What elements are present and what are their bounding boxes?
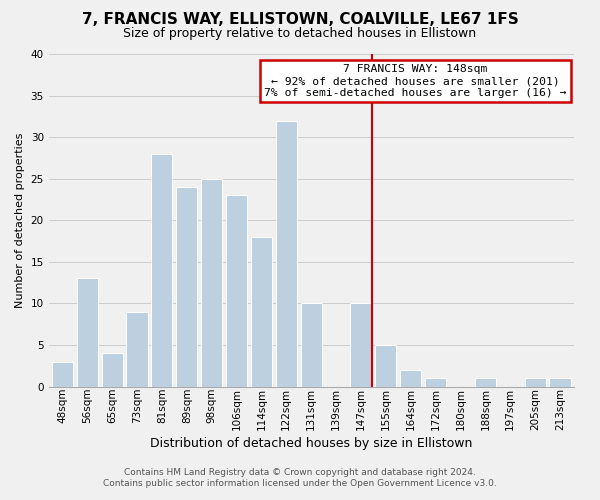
Bar [251, 237, 272, 386]
Text: Size of property relative to detached houses in Ellistown: Size of property relative to detached ho… [124, 28, 476, 40]
Bar [151, 154, 172, 386]
Bar [276, 120, 297, 386]
Text: Contains HM Land Registry data © Crown copyright and database right 2024.
Contai: Contains HM Land Registry data © Crown c… [103, 468, 497, 487]
Bar [400, 370, 421, 386]
Bar [375, 345, 397, 387]
Bar [201, 178, 222, 386]
Bar [301, 304, 322, 386]
Bar [524, 378, 545, 386]
Text: 7 FRANCIS WAY: 148sqm
← 92% of detached houses are smaller (201)
7% of semi-deta: 7 FRANCIS WAY: 148sqm ← 92% of detached … [265, 64, 567, 98]
Bar [425, 378, 446, 386]
Bar [475, 378, 496, 386]
Bar [101, 354, 122, 386]
Text: 7, FRANCIS WAY, ELLISTOWN, COALVILLE, LE67 1FS: 7, FRANCIS WAY, ELLISTOWN, COALVILLE, LE… [82, 12, 518, 28]
Bar [176, 187, 197, 386]
X-axis label: Distribution of detached houses by size in Ellistown: Distribution of detached houses by size … [150, 437, 472, 450]
Bar [550, 378, 571, 386]
Bar [350, 304, 371, 386]
Bar [77, 278, 98, 386]
Y-axis label: Number of detached properties: Number of detached properties [15, 132, 25, 308]
Bar [52, 362, 73, 386]
Bar [226, 196, 247, 386]
Bar [127, 312, 148, 386]
